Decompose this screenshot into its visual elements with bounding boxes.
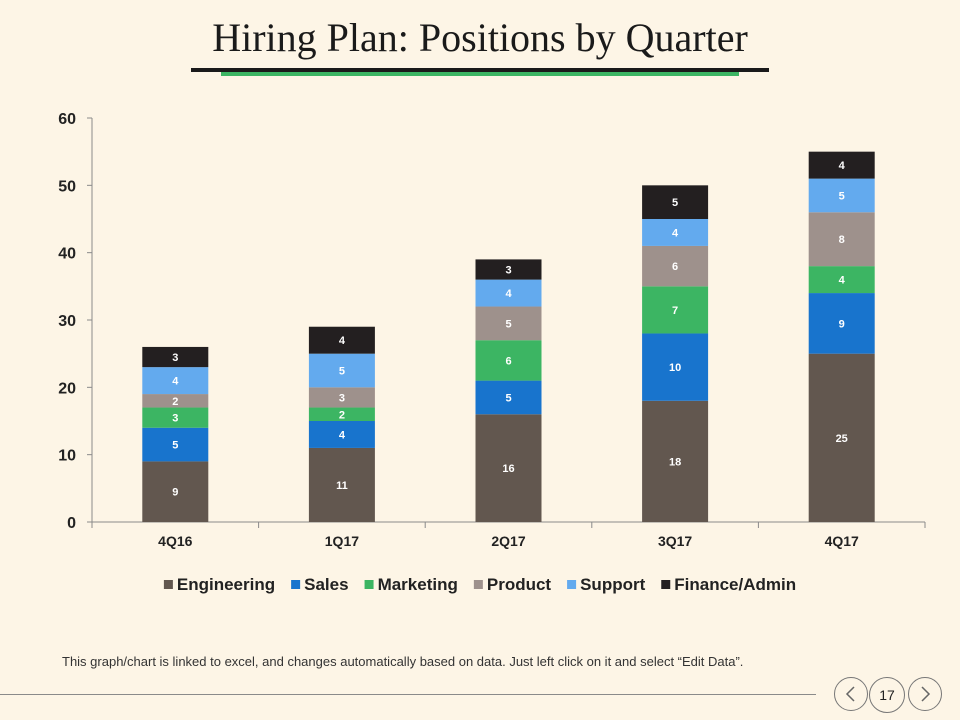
y-tick-label: 60 xyxy=(58,111,76,128)
bar-segment-marketing[interactable] xyxy=(808,266,875,294)
bar-segment-support[interactable] xyxy=(808,178,875,213)
x-tick-label: 4Q16 xyxy=(158,533,192,549)
data-label: 8 xyxy=(839,234,845,246)
y-tick-label: 0 xyxy=(67,515,76,532)
bar-segment-finance-admin[interactable] xyxy=(475,259,542,280)
legend-swatch xyxy=(291,580,301,589)
y-tick-label: 30 xyxy=(58,313,76,330)
legend-label[interactable]: Sales xyxy=(304,575,348,594)
data-label: 4 xyxy=(505,288,512,300)
data-label: 2 xyxy=(339,409,345,421)
data-label: 5 xyxy=(172,440,178,452)
data-label: 25 xyxy=(836,433,848,445)
bar-segment-finance-admin[interactable] xyxy=(808,151,875,179)
x-tick-label: 4Q17 xyxy=(825,533,859,549)
y-tick-label: 20 xyxy=(58,380,76,397)
bar-segment-engineering[interactable] xyxy=(475,414,542,522)
y-tick-label: 50 xyxy=(58,178,76,195)
data-label: 18 xyxy=(669,456,681,468)
data-label: 5 xyxy=(339,366,345,378)
bar-segment-marketing[interactable] xyxy=(642,286,709,334)
bar-segment-support[interactable] xyxy=(642,219,709,246)
bar-segment-sales[interactable] xyxy=(142,427,209,462)
data-label: 3 xyxy=(505,265,511,277)
next-slide-button[interactable] xyxy=(908,677,942,711)
chevron-right-icon xyxy=(921,686,931,702)
legend-label[interactable]: Marketing xyxy=(378,575,458,594)
legend-label[interactable]: Product xyxy=(487,575,552,594)
data-label: 9 xyxy=(172,487,178,499)
legend-swatch xyxy=(163,580,173,589)
chart-note: This graph/chart is linked to excel, and… xyxy=(62,654,744,669)
bar-segment-sales[interactable] xyxy=(308,421,375,448)
bar-segment-sales[interactable] xyxy=(475,380,542,415)
bar-segment-sales[interactable] xyxy=(642,333,709,401)
bar-segment-support[interactable] xyxy=(308,353,375,388)
stacked-bar-chart[interactable]: 0 10 20 30 40 50 60 9 5 3 2 4 3 4Q16 11 4 2 3 5 4 1Q17 16 5 6 5 4… xyxy=(0,0,960,640)
data-label: 4 xyxy=(339,335,346,347)
legend-swatch xyxy=(661,580,671,589)
bar-segment-support[interactable] xyxy=(142,367,209,395)
data-label: 3 xyxy=(339,392,345,404)
data-label: 10 xyxy=(669,362,681,374)
data-label: 6 xyxy=(672,261,678,273)
data-label: 9 xyxy=(839,318,845,330)
data-label: 4 xyxy=(672,227,679,239)
chevron-left-icon xyxy=(845,686,855,702)
page-number: 17 xyxy=(869,677,905,713)
x-tick-label: 2Q17 xyxy=(491,533,525,549)
bar-segment-marketing[interactable] xyxy=(308,407,375,421)
data-label: 16 xyxy=(502,463,514,475)
bar-segment-product[interactable] xyxy=(308,387,375,408)
legend-swatch xyxy=(364,580,374,589)
y-tick-label: 10 xyxy=(58,448,76,465)
bar-segment-product[interactable] xyxy=(808,212,875,267)
title-underline-dark xyxy=(191,68,769,72)
bar-segment-sales[interactable] xyxy=(808,293,875,354)
data-label: 11 xyxy=(336,480,348,492)
bar-segment-product[interactable] xyxy=(475,306,542,341)
x-tick-label: 1Q17 xyxy=(325,533,359,549)
data-label: 3 xyxy=(172,413,178,425)
footer-divider xyxy=(0,694,816,695)
bar-segment-finance-admin[interactable] xyxy=(142,346,209,368)
data-label: 3 xyxy=(172,352,178,364)
data-label: 7 xyxy=(672,305,678,317)
bar-segment-finance-admin[interactable] xyxy=(308,326,375,354)
bar-segment-product[interactable] xyxy=(142,394,209,408)
legend-label[interactable]: Support xyxy=(580,575,645,594)
data-label: 5 xyxy=(505,392,511,404)
data-label: 4 xyxy=(839,160,846,172)
bar-segment-finance-admin[interactable] xyxy=(642,185,709,219)
title-underline-green xyxy=(221,72,739,76)
legend-swatch xyxy=(473,580,483,589)
bar-segment-support[interactable] xyxy=(475,279,542,307)
data-label: 4 xyxy=(172,376,179,388)
data-label: 2 xyxy=(172,396,178,408)
legend-swatch xyxy=(567,580,577,589)
data-label: 5 xyxy=(505,318,511,330)
slide-title: Hiring Plan: Positions by Quarter xyxy=(212,15,748,60)
data-label: 6 xyxy=(505,355,511,367)
bar-segment-engineering[interactable] xyxy=(808,353,875,522)
x-tick-label: 3Q17 xyxy=(658,533,692,549)
bar-segment-engineering[interactable] xyxy=(142,461,209,522)
y-tick-label: 40 xyxy=(58,246,76,263)
bar-segment-marketing[interactable] xyxy=(142,407,209,428)
legend-label[interactable]: Finance/Admin xyxy=(674,575,796,594)
bar-segment-engineering[interactable] xyxy=(642,400,709,522)
bar-segment-marketing[interactable] xyxy=(475,340,542,381)
data-label: 4 xyxy=(839,275,846,287)
previous-slide-button[interactable] xyxy=(834,677,868,711)
data-label: 4 xyxy=(339,429,346,441)
bar-segment-engineering[interactable] xyxy=(308,447,375,522)
data-label: 5 xyxy=(839,190,845,202)
legend-label[interactable]: Engineering xyxy=(177,575,275,594)
bar-segment-product[interactable] xyxy=(642,245,709,287)
data-label: 5 xyxy=(672,197,678,209)
